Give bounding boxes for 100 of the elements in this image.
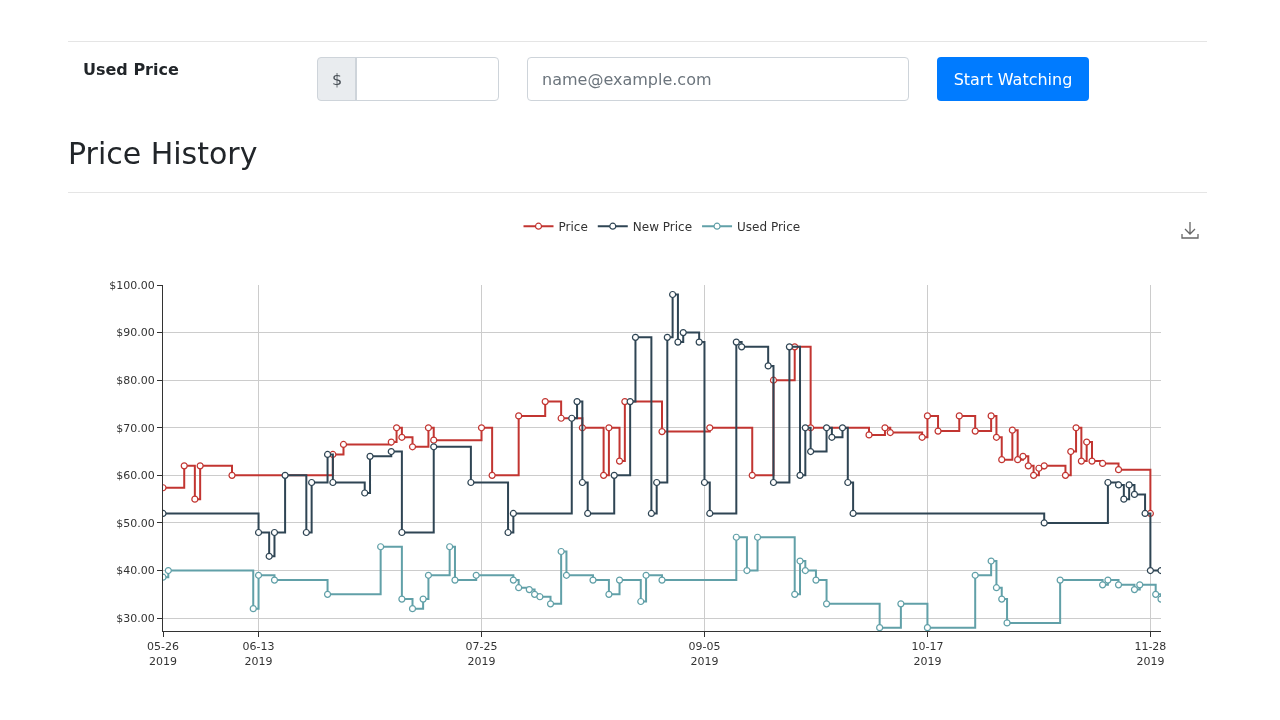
point <box>631 333 640 341</box>
point <box>621 398 629 406</box>
point <box>562 571 571 579</box>
point <box>849 509 857 518</box>
x-tick-label: 07-25 2019 <box>465 640 498 668</box>
point <box>897 600 905 608</box>
point <box>605 424 613 432</box>
y-tick-label: $40.00 <box>116 564 155 578</box>
point <box>228 471 236 479</box>
point <box>1030 471 1038 479</box>
y-tick-label: $80.00 <box>116 374 155 388</box>
point <box>801 424 809 432</box>
point <box>1067 447 1075 456</box>
point <box>615 576 624 584</box>
point <box>695 338 703 346</box>
point <box>509 509 517 518</box>
point <box>1141 509 1149 518</box>
legend-label: Used Price <box>737 219 801 234</box>
point <box>1035 464 1043 472</box>
point <box>796 557 804 565</box>
point <box>987 412 995 420</box>
point <box>1056 576 1064 584</box>
point <box>1130 585 1139 594</box>
point <box>1083 438 1091 446</box>
point <box>392 424 401 432</box>
point <box>738 343 746 351</box>
point <box>531 590 539 598</box>
point <box>753 533 762 541</box>
point <box>1104 478 1112 487</box>
legend-label: Price <box>558 219 588 234</box>
point <box>191 495 199 503</box>
point <box>801 566 809 575</box>
point <box>605 590 613 598</box>
point <box>557 547 565 556</box>
point <box>1120 495 1128 503</box>
y-tick-label: $70.00 <box>116 421 155 435</box>
point <box>180 462 188 470</box>
point <box>1040 519 1048 527</box>
point <box>615 457 624 465</box>
point <box>1040 462 1048 470</box>
y-tick-label: $100.00 <box>109 278 155 292</box>
x-tick-label: 06-13 2019 <box>242 640 275 668</box>
point <box>398 595 406 603</box>
point <box>408 443 417 451</box>
point <box>669 290 677 299</box>
point <box>992 433 1001 441</box>
point <box>589 576 597 584</box>
point <box>509 576 517 584</box>
point <box>488 471 496 479</box>
point <box>568 414 576 422</box>
point <box>1024 462 1032 470</box>
point <box>424 424 433 432</box>
point <box>1008 426 1016 434</box>
point <box>971 427 979 435</box>
point <box>923 412 932 420</box>
point <box>1114 581 1123 589</box>
point <box>265 552 273 560</box>
point <box>600 471 608 479</box>
x-tick-label: 11-28 2019 <box>1134 640 1167 668</box>
legend-label: New Price <box>632 219 693 234</box>
point <box>626 398 634 406</box>
y-tick-label: $60.00 <box>116 469 155 483</box>
point <box>807 447 815 456</box>
point <box>339 440 348 449</box>
point <box>398 433 406 441</box>
point <box>886 428 894 437</box>
text: name@example.com <box>527 57 909 101</box>
point <box>1019 452 1027 460</box>
point <box>377 543 385 551</box>
point <box>584 509 592 518</box>
point <box>541 398 549 406</box>
point <box>472 571 480 579</box>
point <box>700 478 709 487</box>
point <box>504 528 512 537</box>
point <box>387 438 395 446</box>
point <box>674 338 682 346</box>
point <box>610 471 618 479</box>
point <box>764 362 772 370</box>
point <box>647 509 655 518</box>
point <box>876 624 884 631</box>
point <box>281 471 289 479</box>
point <box>992 584 1001 592</box>
point <box>998 456 1006 464</box>
point <box>196 462 204 470</box>
point <box>424 571 433 579</box>
point <box>658 576 666 584</box>
point <box>1130 490 1139 499</box>
point <box>451 576 459 584</box>
point <box>748 471 756 479</box>
point <box>658 427 666 436</box>
point <box>323 450 332 459</box>
point <box>419 595 427 603</box>
point <box>1152 590 1160 598</box>
point <box>822 600 831 608</box>
point <box>679 328 687 337</box>
point <box>934 427 942 435</box>
point <box>1125 481 1133 489</box>
point <box>1003 619 1011 627</box>
point <box>477 424 486 432</box>
point <box>1061 471 1070 479</box>
